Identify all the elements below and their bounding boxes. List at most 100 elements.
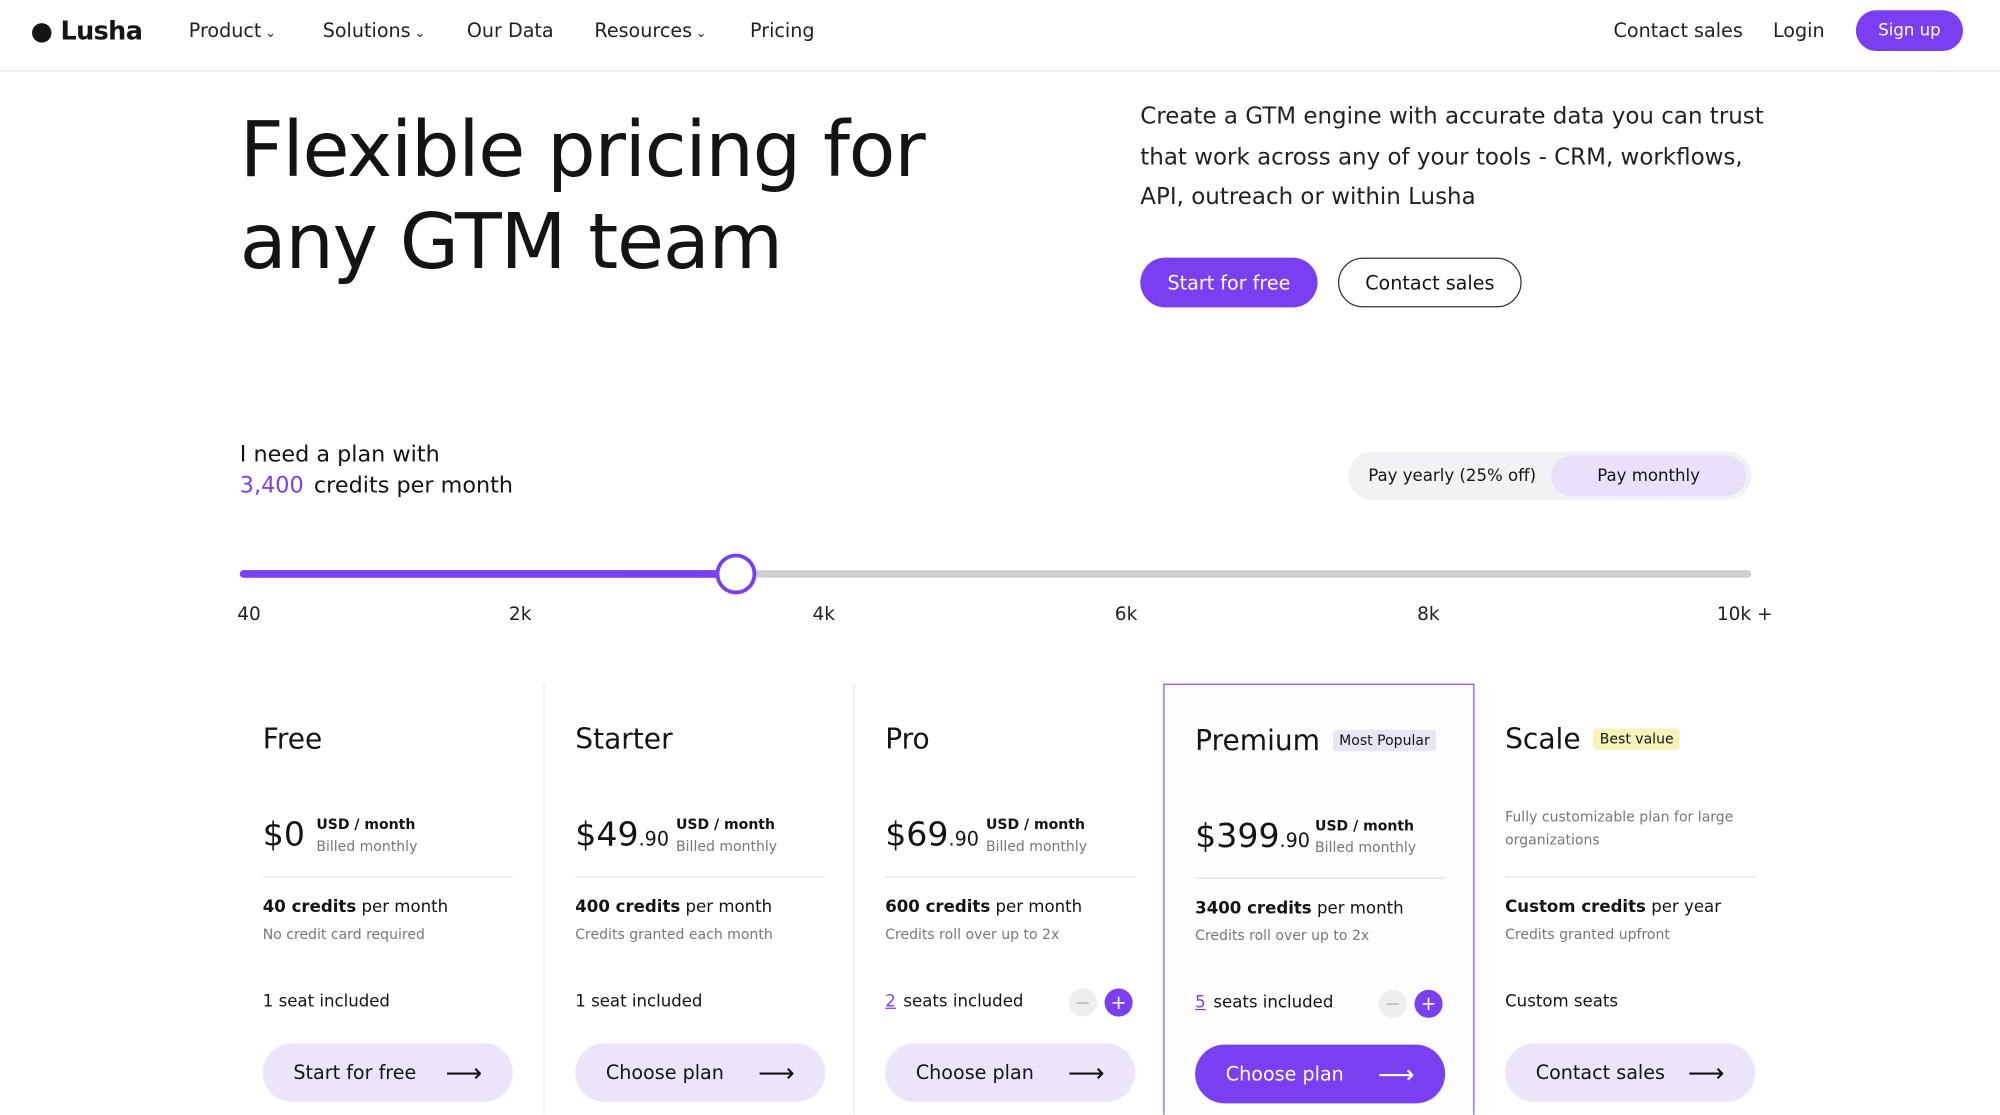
plan-card: Premium Most Popular $399.90 USD / month Bil…	[1163, 683, 1475, 1115]
button-arrow: ⟶	[1377, 1058, 1415, 1090]
slider-track[interactable]	[239, 570, 1752, 578]
plan-name: Starter	[575, 724, 672, 756]
price-main: $399	[1195, 817, 1280, 856]
credits-amount: 40 credits	[262, 897, 357, 918]
plan-name-text: Free	[262, 724, 323, 757]
plan-note: Credits roll over up to 2x	[885, 926, 1060, 943]
start-button[interactable]: Start for free	[1140, 257, 1318, 308]
plan-note: Credits granted each month	[575, 926, 773, 943]
plan-name: Free	[263, 724, 323, 756]
price-unit: USD / month	[1315, 817, 1415, 835]
nav-link[interactable]: Pricing	[749, 19, 815, 43]
divider	[1195, 877, 1446, 879]
credits-amount: Custom credits	[1505, 897, 1646, 918]
button-arrow: ⟶	[758, 1057, 795, 1089]
plan-seats: 1 seat included	[575, 992, 702, 1011]
logo-text: Lusha	[60, 15, 143, 46]
planner-label: I need a plan with 3,400 credits per month	[240, 440, 513, 501]
nav-link[interactable]: Product ⌄	[188, 19, 276, 43]
slider-tick: 2k	[508, 604, 532, 625]
credits-period: per month	[995, 897, 1083, 918]
planner-prefix: I need a plan with	[239, 442, 440, 469]
price-unit: USD / month	[985, 816, 1085, 833]
plan-button[interactable]: Choose plan ⟶	[885, 1043, 1136, 1103]
slider-tick: 4k	[812, 604, 835, 625]
signup-button[interactable]: Sign up	[1855, 10, 1964, 52]
toggle-monthly[interactable]: Pay monthly	[1551, 455, 1747, 497]
plan-name: Premium Most Popular	[1195, 725, 1437, 758]
plan-badge: Most Popular	[1332, 729, 1437, 752]
nav-link[interactable]: Solutions ⌄	[322, 19, 426, 43]
seat-minus[interactable]: −	[1068, 988, 1097, 1017]
credits-amount: 400 credits	[575, 897, 681, 918]
plan-credits: Custom credits per year	[1505, 898, 1721, 917]
contact-button[interactable]: Contact sales	[1338, 257, 1522, 308]
button-text: Contact sales	[1535, 1061, 1665, 1085]
nav-link[interactable]: Resources ⌄	[594, 19, 707, 43]
plan-name-text: Premium	[1195, 725, 1321, 758]
divider	[1505, 876, 1756, 878]
button-text: Start for free	[293, 1061, 417, 1085]
button-text: Choose plan	[1225, 1062, 1344, 1086]
price-billing: Billed monthly	[676, 838, 778, 855]
seat-minus[interactable]: −	[1378, 989, 1407, 1018]
plan-button[interactable]: Contact sales ⟶	[1505, 1043, 1756, 1103]
price-main: $69	[885, 816, 949, 855]
price-unit: USD / month	[676, 816, 776, 833]
seat-count[interactable]: 2	[885, 992, 896, 1012]
title-line: any GTM team	[239, 197, 783, 287]
planner-suffix: credits per month	[313, 473, 514, 499]
planner-credits: 3,400	[239, 473, 304, 499]
plan-button[interactable]: Choose plan ⟶	[575, 1043, 826, 1103]
price-cents: .90	[638, 827, 670, 851]
button-arrow: ⟶	[1687, 1057, 1725, 1089]
plan-card: Starter $49.90 USD / month Billed monthly 40…	[543, 683, 854, 1115]
plan-unit: USD / month Billed monthly	[316, 814, 417, 857]
price-unit: USD / month	[316, 816, 416, 833]
divider	[885, 876, 1136, 878]
contact-link[interactable]: Contact sales	[1613, 19, 1743, 43]
slider-tick: 10k +	[1716, 604, 1773, 625]
nav-link[interactable]: Our Data	[466, 19, 554, 43]
plan-note: Credits granted upfront	[1505, 926, 1670, 943]
logo[interactable]: ● Lusha	[30, 15, 143, 46]
plan-price: $69.90	[885, 816, 979, 854]
plan-unit: USD / month Billed monthly	[986, 814, 1087, 857]
divider	[575, 876, 826, 878]
plan-name-text: Pro	[885, 724, 930, 757]
price-cents: .90	[1279, 829, 1310, 853]
seat-plus[interactable]: +	[1104, 988, 1133, 1017]
plan-credits: 3400 credits per month	[1195, 899, 1403, 918]
plan-button[interactable]: Start for free ⟶	[262, 1043, 513, 1103]
seat-count[interactable]: 5	[1195, 993, 1206, 1013]
price-billing: Billed monthly	[985, 838, 1088, 855]
price-billing: Billed monthly	[1315, 839, 1417, 856]
toggle-yearly[interactable]: Pay yearly (25% off)	[1368, 466, 1537, 486]
credits-amount: 600 credits	[885, 897, 991, 918]
seat-plus[interactable]: +	[1414, 989, 1443, 1018]
plan-price: $399.90	[1195, 818, 1310, 856]
price-main: $0	[262, 816, 305, 855]
plan-card: Pro $69.90 USD / month Billed monthly 600 cr…	[853, 683, 1164, 1115]
price-main: $49	[575, 816, 639, 855]
plan-card: Scale Best value Fully customizable plan f…	[1474, 684, 1785, 1115]
seats-text: seats included	[1213, 993, 1334, 1013]
plan-note: No credit card required	[262, 926, 425, 943]
plan-button[interactable]: Choose plan ⟶	[1195, 1044, 1446, 1104]
credits-period: per month	[685, 897, 773, 918]
plan-credits: 40 credits per month	[263, 898, 448, 917]
seats-text: 1 seat included	[575, 992, 703, 1012]
plan-card: Free $0 USD / month Billed monthly 40 credit…	[232, 684, 543, 1115]
button-text: Choose plan	[915, 1061, 1034, 1085]
seats-text: seats included	[903, 992, 1024, 1012]
login-link[interactable]: Login	[1772, 19, 1825, 43]
plan-price: $49.90	[575, 816, 669, 854]
slider-fill	[239, 570, 736, 578]
plan-note: Credits roll over up to 2x	[1195, 927, 1370, 944]
seats-text: Custom seats	[1505, 992, 1619, 1012]
divider	[262, 876, 513, 878]
price-billing: Billed monthly	[316, 838, 418, 855]
title-line: Flexible pricing for	[239, 105, 926, 196]
slider-knob[interactable]	[715, 553, 757, 595]
